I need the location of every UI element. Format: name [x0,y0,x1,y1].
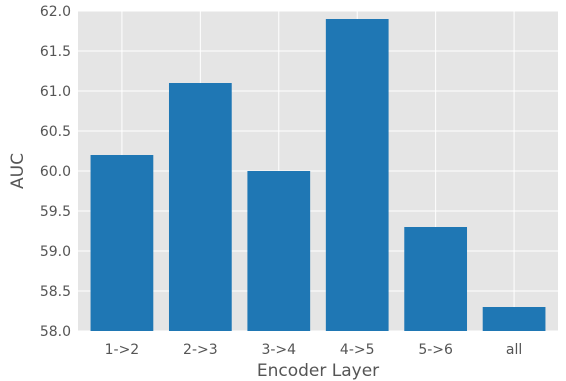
y-axis-label: AUC [8,153,28,189]
x-tick-labels: 1->2 2->3 3->4 4->5 5->6 all [105,342,523,358]
y-tick-label: 60.5 [40,124,71,140]
x-axis-label: Encoder Layer [257,361,379,381]
y-tick-label: 62.0 [40,4,71,20]
y-tick-label: 58.5 [40,284,71,300]
bars [90,19,546,331]
bar-3->4 [247,171,311,331]
y-tick-labels: 58.0 58.5 59.0 59.5 60.0 60.5 61.0 61.5 62.0 [40,4,71,340]
y-tick-label: 59.0 [40,244,71,260]
bar-all [482,307,546,331]
y-tick-label: 59.5 [40,204,71,220]
bar-2->3 [168,83,232,331]
bar-4->5 [325,19,389,331]
y-tick-label: 58.0 [40,324,71,340]
x-tick-label: 2->3 [183,342,218,358]
x-tick-label: 5->6 [418,342,453,358]
bar-1->2 [90,155,154,331]
y-tick-label: 60.0 [40,164,71,180]
x-tick-label: 1->2 [105,342,140,358]
x-tick-label: all [506,342,522,358]
x-tick-label: 4->5 [340,342,375,358]
x-tick-label: 3->4 [261,342,296,358]
y-tick-label: 61.0 [40,84,71,100]
bar-5->6 [404,227,468,331]
y-tick-label: 61.5 [40,44,71,60]
